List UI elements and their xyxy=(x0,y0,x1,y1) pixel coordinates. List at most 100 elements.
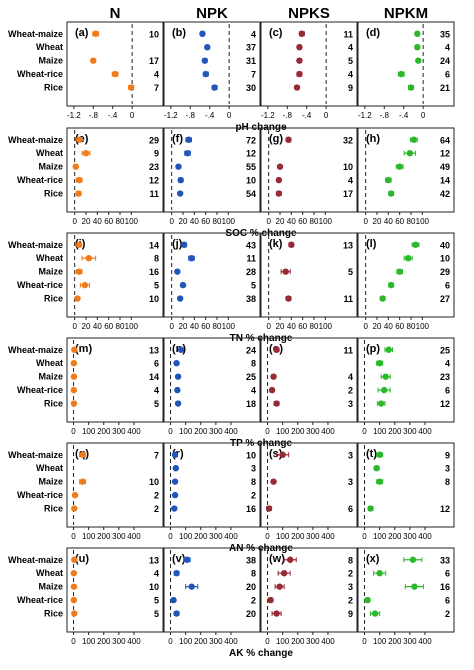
panel: (v) 0 100 200 300 400 38 8 20 2 20 xyxy=(163,547,261,646)
x-tick-label: 40 xyxy=(287,322,296,331)
sample-size: 4 xyxy=(445,43,450,53)
x-tick-label: 40 xyxy=(287,217,296,226)
sample-size: 8 xyxy=(445,477,450,487)
x-tick-label: 100 xyxy=(373,637,387,646)
x-tick-label: 20 xyxy=(373,217,382,226)
panel-frame xyxy=(260,337,358,423)
x-tick-label: 0 xyxy=(362,427,367,436)
crop-label: Wheat-rice xyxy=(17,595,63,605)
x-tick-label: 100 xyxy=(125,322,139,331)
data-point xyxy=(273,400,280,407)
x-tick-label: 0 xyxy=(265,427,270,436)
chart-row-2: (i)020406080100Wheat-maize14Wheat8Maize1… xyxy=(8,232,455,344)
sample-size: 29 xyxy=(149,135,159,145)
x-tick-label: -.8 xyxy=(89,111,99,120)
chart-row-4: (q)0100200300400Wheat-maize7WheatMaize10… xyxy=(8,442,455,554)
crop-label: Rice xyxy=(44,83,63,93)
data-point xyxy=(177,346,185,353)
x-tick-label: 0 xyxy=(362,532,367,541)
crop-label: Maize xyxy=(38,582,63,592)
data-point xyxy=(298,30,306,37)
crop-label: Wheat-maize xyxy=(8,29,63,39)
x-tick-label: 0 xyxy=(227,111,232,120)
chart-row-0: (a) -1.2 -.8 -.4 0 Wheat-maize 10 Wheat Maize 17 W… xyxy=(8,21,455,133)
sample-size: 31 xyxy=(246,56,256,66)
crop-label: Rice xyxy=(44,189,63,199)
data-point xyxy=(376,570,383,577)
x-tick-label: 100 xyxy=(222,217,236,226)
panel-frame xyxy=(66,547,164,633)
x-tick-label: 40 xyxy=(384,322,393,331)
panel-frame xyxy=(163,21,261,107)
sample-size: 4 xyxy=(251,386,256,396)
x-tick-label: -.8 xyxy=(186,111,196,120)
x-tick-label: -1.2 xyxy=(67,111,81,120)
x-tick-label: 300 xyxy=(403,427,417,436)
data-point xyxy=(288,241,295,248)
panel-label: (d) xyxy=(366,27,380,39)
data-point xyxy=(415,57,422,64)
data-point xyxy=(176,190,184,197)
data-point xyxy=(70,386,78,394)
x-tick-label: -.4 xyxy=(302,111,312,120)
panel-frame xyxy=(163,547,261,633)
data-point xyxy=(85,255,93,262)
sample-size: 3 xyxy=(251,464,256,474)
sample-size: 12 xyxy=(440,399,450,409)
x-tick-label: 0 xyxy=(130,111,135,120)
sample-size: 38 xyxy=(246,294,256,304)
x-tick-label: 100 xyxy=(179,532,193,541)
sample-size: 7 xyxy=(154,83,159,93)
sample-size: 10 xyxy=(149,294,159,304)
data-point xyxy=(275,190,283,197)
sample-size: 9 xyxy=(154,149,159,159)
x-tick-label: 200 xyxy=(388,637,402,646)
panel-frame xyxy=(260,547,358,633)
x-tick-label: 0 xyxy=(169,322,174,331)
data-point xyxy=(176,295,184,302)
crop-label: Rice xyxy=(44,294,63,304)
x-tick-label: 400 xyxy=(224,637,238,646)
panel-frame xyxy=(66,442,164,528)
data-point xyxy=(280,570,288,577)
crop-label: Maize xyxy=(38,477,63,487)
x-tick-label: 100 xyxy=(82,637,96,646)
crop-label: Wheat-maize xyxy=(8,555,63,565)
data-point xyxy=(90,57,97,64)
panel: (k) 0 20 40 60 80 100 13 5 11 xyxy=(260,232,358,331)
crop-label: Wheat-rice xyxy=(17,175,63,185)
data-point xyxy=(387,190,395,197)
sample-size: 17 xyxy=(149,56,159,66)
data-point xyxy=(296,70,303,78)
data-point xyxy=(287,556,294,563)
data-point xyxy=(396,268,403,275)
sample-size: 28 xyxy=(246,267,256,277)
data-point xyxy=(199,30,206,37)
panel: (d) -1.2 -.8 -.4 0 35 4 24 6 21 xyxy=(357,21,455,120)
sample-size: 6 xyxy=(445,569,450,579)
column-header-n: N xyxy=(110,5,121,22)
x-tick-label: -.4 xyxy=(399,111,409,120)
x-tick-label: 60 xyxy=(395,217,404,226)
x-tick-label: 0 xyxy=(169,217,174,226)
sample-size: 72 xyxy=(246,135,256,145)
sample-size: 11 xyxy=(343,345,353,355)
panel-frame xyxy=(357,547,455,633)
panel: (t) 0 100 200 300 400 9 3 8 12 xyxy=(357,442,455,541)
data-point xyxy=(173,610,180,617)
crop-label: Wheat xyxy=(36,148,63,158)
sample-size: 16 xyxy=(149,267,159,277)
data-point xyxy=(385,346,392,353)
sample-size: 3 xyxy=(445,464,450,474)
sample-size: 3 xyxy=(348,582,353,592)
panel-label: (k) xyxy=(269,238,283,250)
data-point xyxy=(71,346,78,353)
x-tick-label: 300 xyxy=(112,532,126,541)
x-tick-label: 20 xyxy=(179,322,188,331)
sample-size: 13 xyxy=(149,555,159,565)
data-point xyxy=(285,136,292,143)
x-tick-label: 0 xyxy=(72,217,77,226)
column-headers: N NPK NPKS NPKM xyxy=(110,5,429,22)
sample-size: 23 xyxy=(149,162,159,172)
